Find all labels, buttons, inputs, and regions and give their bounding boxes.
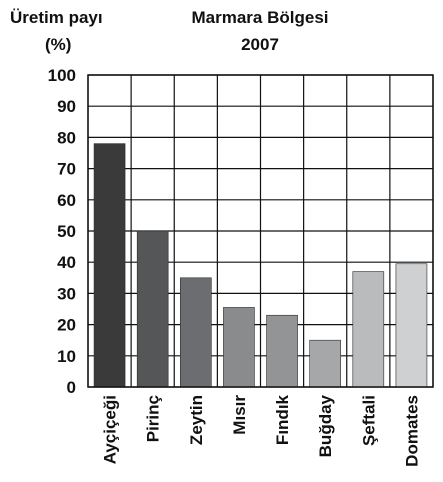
bar (136, 230, 169, 388)
bar (93, 143, 126, 388)
x-tick-label: Mısır (230, 395, 249, 435)
bar (223, 307, 255, 388)
y-tick-label: 40 (57, 253, 76, 272)
bar (309, 339, 341, 388)
y-tick-label: 50 (57, 222, 76, 241)
y-tick-label: 10 (57, 347, 76, 366)
bar (352, 271, 385, 388)
y-axis-label: Üretim payı (10, 8, 103, 27)
y-tick-label: 80 (57, 128, 76, 147)
plot-frame (87, 74, 434, 388)
bar (266, 314, 298, 388)
y-tick-label: 100 (48, 66, 76, 85)
x-tick-label: Ayçiçeği (101, 395, 120, 464)
y-tick-label: 90 (57, 97, 76, 116)
x-tick-label: Zeytin (187, 395, 206, 445)
x-tick-label: Fındık (273, 394, 292, 445)
bar (180, 277, 212, 388)
y-tick-label: 70 (57, 160, 76, 179)
y-tick-label: 0 (67, 378, 76, 397)
bar (395, 263, 428, 388)
y-tick-label: 20 (57, 316, 76, 335)
y-tick-label: 30 (57, 284, 76, 303)
x-tick-label: Şeftali (359, 395, 378, 446)
chart-subtitle: 2007 (241, 35, 279, 54)
x-tick-label: Domates (402, 395, 421, 467)
y-axis-unit: (%) (45, 35, 72, 54)
x-tick-label: Buğday (316, 394, 335, 457)
chart-title: Marmara Bölgesi (191, 8, 329, 27)
y-tick-label: 60 (57, 191, 76, 210)
x-tick-label: Pirinç (144, 395, 163, 442)
